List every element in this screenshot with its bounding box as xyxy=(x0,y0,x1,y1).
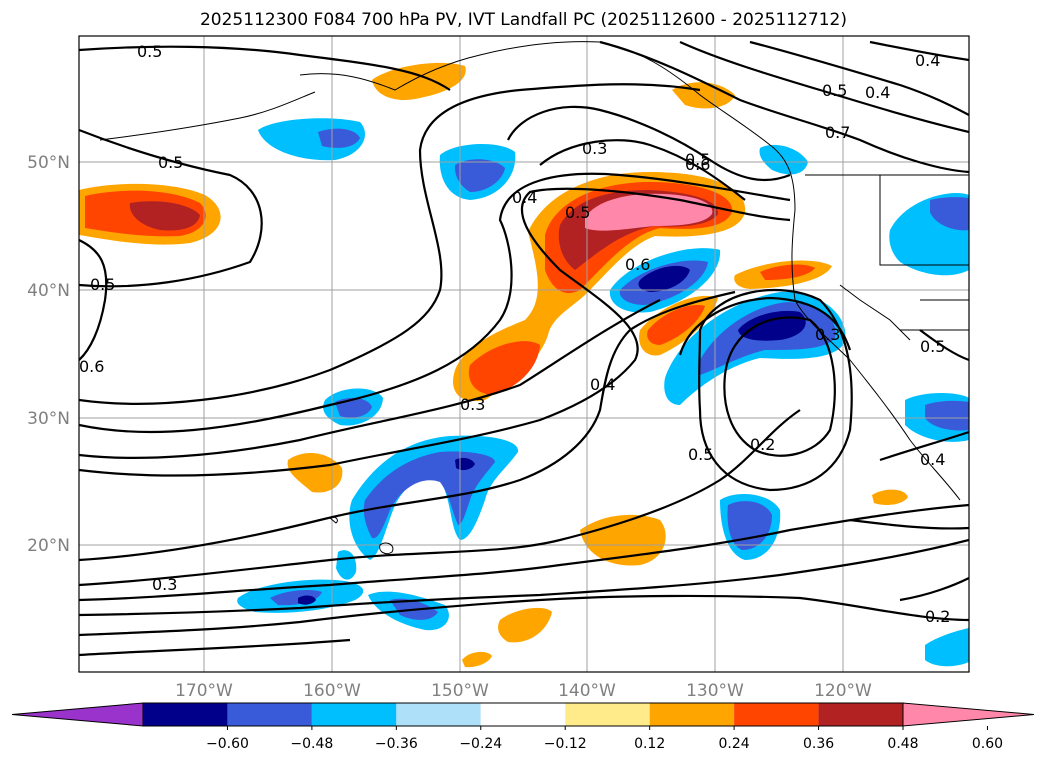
pv-positive-blob xyxy=(672,82,735,109)
pv-positive-blob xyxy=(498,607,552,643)
pv-negative-blob xyxy=(727,501,772,550)
pv-negative-blob xyxy=(925,400,969,431)
lon-label: 160°W xyxy=(303,681,361,701)
colorbar-swatch xyxy=(818,703,903,726)
colorbar-swatch xyxy=(480,703,566,726)
contour-lines xyxy=(79,40,969,657)
pv-positive-blob xyxy=(647,305,705,345)
colorbar-tick-label: −0.48 xyxy=(290,736,333,752)
lon-label: 140°W xyxy=(558,681,616,701)
pv-positive-blob xyxy=(287,453,343,493)
colorbar-swatch xyxy=(734,703,819,726)
pv-negative-blob xyxy=(638,265,690,292)
colorbar-tick-label: 0.36 xyxy=(803,736,834,752)
pv-negative-blob xyxy=(925,628,969,667)
pv-fill-layer xyxy=(79,62,969,668)
contour-label: 0.5 xyxy=(822,81,847,100)
colorbar-swatch xyxy=(227,703,312,726)
contour-label: 0.4 xyxy=(920,450,945,469)
contour-label: 0.3 xyxy=(815,325,840,344)
pv-positive-blob xyxy=(129,201,200,231)
lat-label: 50°N xyxy=(27,153,70,173)
contour-label: 0.3 xyxy=(582,139,607,158)
pv-positive-blob xyxy=(372,62,466,100)
pv-negative-blob xyxy=(318,128,360,148)
colorbar-swatch xyxy=(143,703,228,726)
colorbar-swatch xyxy=(311,703,397,726)
contour-label: 0.6 xyxy=(625,255,650,274)
contour-label: 0.2 xyxy=(925,607,950,626)
contour-label: 0.2 xyxy=(750,435,775,454)
pv-positive-blob xyxy=(580,514,666,566)
colorbar-extend-low xyxy=(11,702,144,727)
latitude-labels: 50°N 40°N 30°N 20°N xyxy=(27,153,70,556)
pv-negative-blob xyxy=(454,159,505,192)
colorbar: −0.60 −0.48 −0.36 −0.24 −0.12 0.12 0.24 0.36 0.4… xyxy=(11,702,1035,752)
contour-label: 0.5 xyxy=(688,445,713,464)
colorbar-tick-label: −0.36 xyxy=(375,736,418,752)
lat-label: 30°N xyxy=(27,409,70,429)
pv-negative-blob xyxy=(363,451,495,539)
pv-negative-blob xyxy=(298,595,316,605)
lon-label: 170°W xyxy=(175,681,233,701)
longitude-labels: 170°W 160°W 150°W 140°W 130°W 120°W xyxy=(175,681,872,701)
contour-label: 0.5 xyxy=(565,203,590,222)
lon-label: 120°W xyxy=(814,681,872,701)
contour-label: 0.7 xyxy=(825,123,850,142)
contour-label: 0.3 xyxy=(460,395,485,414)
pv-positive-blob xyxy=(760,264,815,280)
colorbar-swatch xyxy=(649,703,735,726)
gridlines xyxy=(79,36,969,672)
lon-label: 150°W xyxy=(431,681,489,701)
contour-label: 0.4 xyxy=(590,375,615,394)
colorbar-tick-label: 0.60 xyxy=(972,736,1003,752)
contour-label: 0.5 xyxy=(90,275,115,294)
pv-positive-blob xyxy=(468,341,540,395)
colorbar-tick-label: 0.24 xyxy=(719,736,750,752)
lon-label: 130°W xyxy=(686,681,744,701)
colorbar-swatch xyxy=(396,703,481,726)
lat-label: 40°N xyxy=(27,281,70,301)
contour-label: 0.5 xyxy=(920,337,945,356)
colorbar-tick-label: 0.48 xyxy=(887,736,918,752)
contour-label: 0.6 xyxy=(79,357,104,376)
pv-negative-blob xyxy=(336,550,357,580)
colorbar-extend-high xyxy=(902,702,1035,727)
pv-positive-blob xyxy=(585,193,713,231)
coastlines xyxy=(99,41,969,555)
colorbar-tick-label: 0.12 xyxy=(634,736,665,752)
colorbar-tick-label: −0.12 xyxy=(544,736,587,752)
colorbar-tick-label: −0.60 xyxy=(206,736,249,752)
contour-label: 0.5 xyxy=(137,42,162,61)
colorbar-frame xyxy=(142,702,904,727)
pv-positive-blob xyxy=(462,651,492,668)
map-title: 2025112300 F084 700 hPa PV, IVT Landfall… xyxy=(199,10,847,30)
colorbar-tick-label: −0.24 xyxy=(459,736,502,752)
colorbar-swatch xyxy=(565,703,650,726)
contour-label: 0.4 xyxy=(915,51,940,70)
contour-labels: 0.5 0.5 0.5 0.6 0.4 0.3 0.5 0.6 0.3 0.5 … xyxy=(79,42,950,626)
map-frame xyxy=(78,35,970,673)
pv-positive-blob xyxy=(872,489,908,505)
lat-label: 20°N xyxy=(27,536,70,556)
contour-label: 0.6 xyxy=(685,155,710,174)
contour-label: 0.4 xyxy=(512,188,537,207)
contour-label: 0.5 xyxy=(158,153,183,172)
contour-label: 0.5 xyxy=(685,150,710,169)
contour-label: 0.4 xyxy=(865,83,890,102)
contour-label: 0.3 xyxy=(152,575,177,594)
pv-negative-blob xyxy=(930,197,969,231)
